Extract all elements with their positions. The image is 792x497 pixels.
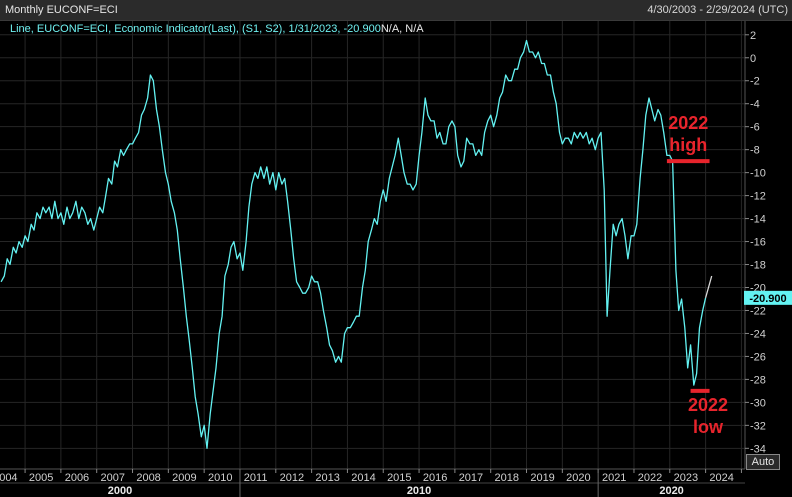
x-tick-label: 2011 <box>244 472 268 484</box>
last-value-marker: -20.900 <box>744 290 792 305</box>
annotation-label: high <box>669 135 707 155</box>
x-tick-label: 2010 <box>208 472 232 484</box>
x-tick-label: 2016 <box>423 472 447 484</box>
x-tick-label: 2024 <box>709 472 733 484</box>
y-tick-label: -32 <box>750 420 766 432</box>
annotation-label: 2022 <box>668 113 708 133</box>
y-tick-label: -6 <box>750 122 760 134</box>
x-tick-label: 2006 <box>65 472 89 484</box>
y-tick-label: -26 <box>750 351 766 363</box>
x-tick-label: 2023 <box>674 472 698 484</box>
y-tick-label: -34 <box>750 443 766 455</box>
series-projection-line <box>704 275 713 298</box>
x-tick-label: 2012 <box>280 472 304 484</box>
y-tick-label: -16 <box>750 237 766 249</box>
legend-na-text: N/A, N/A <box>381 23 424 35</box>
last-value-label: -20.900 <box>749 293 786 305</box>
chart-title-bar: Monthly EUCONF=ECI 4/30/2003 - 2/29/2024… <box>0 0 792 21</box>
y-tick-label: -2 <box>750 76 760 88</box>
y-tick-label: 2 <box>750 30 756 42</box>
y-tick-label: 0 <box>750 53 756 65</box>
y-tick-label: -28 <box>750 374 766 386</box>
y-axis: 20-2-4-6-8-10-12-14-16-18-20-22-24-26-28… <box>745 30 766 455</box>
x-decade-label: 2010 <box>407 485 431 497</box>
x-tick-label: 2005 <box>29 472 53 484</box>
series-layer <box>0 39 713 449</box>
x-tick-label: 2017 <box>459 472 483 484</box>
y-tick-label: -12 <box>750 191 766 203</box>
y-tick-label: -8 <box>750 145 760 157</box>
x-decade-label: 2000 <box>108 485 132 497</box>
x-tick-label: 2018 <box>495 472 519 484</box>
legend-series-text: Line, EUCONF=ECI, Economic Indicator(Las… <box>10 23 381 35</box>
x-tick-label: 2008 <box>136 472 160 484</box>
x-tick-label: 2019 <box>530 472 554 484</box>
annotation-label: 2022 <box>688 395 728 415</box>
y-tick-label: -30 <box>750 397 766 409</box>
x-tick-label: 2004 <box>0 472 18 484</box>
x-tick-label: 2015 <box>387 472 411 484</box>
annotation-label: low <box>693 417 724 437</box>
x-axis: 2004 2005 2006 2007 2008 2009 2010 2011 2012 2013… <box>0 469 742 497</box>
y-tick-label: -14 <box>750 214 766 226</box>
x-decade-label: 2020 <box>659 485 683 497</box>
x-tick-label: 2009 <box>172 472 196 484</box>
y-tick-label: -24 <box>750 328 766 340</box>
x-tick-label: 2014 <box>351 472 375 484</box>
last-value-badge <box>744 290 792 305</box>
y-tick-label: -4 <box>750 99 760 111</box>
y-tick-label: -22 <box>750 305 766 317</box>
series-line <box>0 39 707 449</box>
x-tick-label: 2021 <box>602 472 626 484</box>
chart-title: Monthly EUCONF=ECI <box>5 4 118 16</box>
auto-scale-button[interactable]: Auto <box>746 454 780 470</box>
y-tick-label: -18 <box>750 260 766 272</box>
grid-lines <box>0 21 745 469</box>
y-tick-label: -10 <box>750 168 766 180</box>
date-range: 4/30/2003 - 2/29/2024 (UTC) <box>647 4 788 16</box>
x-tick-label: 2013 <box>315 472 339 484</box>
x-tick-label: 2007 <box>101 472 125 484</box>
legend: Line, EUCONF=ECI, Economic Indicator(Las… <box>10 23 424 35</box>
x-tick-label: 2020 <box>566 472 590 484</box>
x-tick-label: 2022 <box>638 472 662 484</box>
